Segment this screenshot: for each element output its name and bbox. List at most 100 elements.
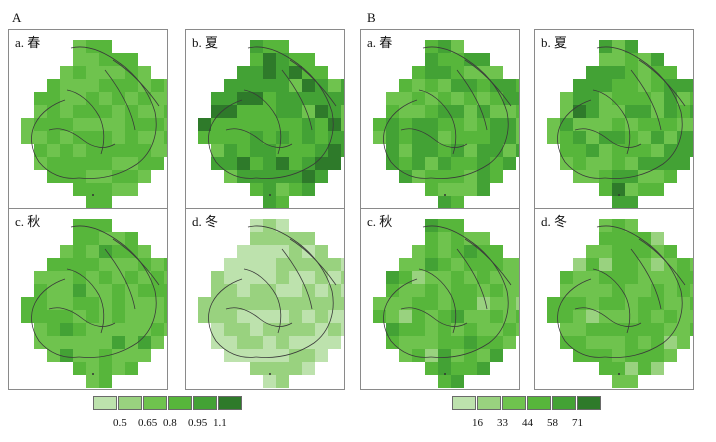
grid-cell: [302, 271, 315, 284]
grid-cell: [573, 79, 586, 92]
grid-cell: [99, 196, 112, 209]
grid-cell: [612, 258, 625, 271]
grid-cell: [651, 79, 664, 92]
grid-cell: [612, 349, 625, 362]
grid-cell: [438, 349, 451, 362]
grid-cell: [399, 92, 412, 105]
boundary-line: [70, 46, 157, 179]
grid-cell: [263, 92, 276, 105]
grid-cell: [477, 271, 490, 284]
grid-cell: [302, 297, 315, 310]
grid-cell: [224, 92, 237, 105]
boundary-line: [243, 268, 282, 334]
grid-cell: [250, 144, 263, 157]
grid-cell: [34, 92, 47, 105]
grid-cell: [86, 271, 99, 284]
grid-cell: [86, 258, 99, 271]
grid-cell: [263, 336, 276, 349]
grid-cell: [438, 92, 451, 105]
grid-cell: [451, 245, 464, 258]
grid-cell: [47, 310, 60, 323]
grid-cell: [547, 131, 560, 144]
grid-cell: [451, 271, 464, 284]
grid-cell: [451, 310, 464, 323]
grid-cell: [289, 183, 302, 196]
grid-cell: [60, 336, 73, 349]
boundary-line: [464, 238, 512, 286]
grid-cell: [86, 170, 99, 183]
grid-cell: [263, 219, 276, 232]
grid-cell: [224, 284, 237, 297]
grid-cell: [138, 284, 151, 297]
grid-cell: [625, 196, 638, 209]
grid-cell: [464, 271, 477, 284]
grid-cell: [677, 258, 690, 271]
grid-cell: [302, 131, 315, 144]
grid-cell: [289, 118, 302, 131]
grid-cell: [438, 170, 451, 183]
grid-cell: [438, 310, 451, 323]
grid-cell: [451, 92, 464, 105]
grid-cell: [289, 170, 302, 183]
grid-cell: [612, 336, 625, 349]
grid-cell: [211, 131, 224, 144]
grid-cell: [112, 131, 125, 144]
grid-cell: [289, 297, 302, 310]
grid-cell: [664, 144, 677, 157]
grid-cell: [211, 271, 224, 284]
grid-cell: [224, 323, 237, 336]
grid-cell: [151, 118, 164, 131]
grid-cell: [73, 297, 86, 310]
grid-cell: [638, 170, 651, 183]
grid-cell: [586, 323, 599, 336]
grid-cell: [86, 336, 99, 349]
grid-cell: [638, 53, 651, 66]
grid-cell: [464, 336, 477, 349]
grid-cell: [34, 297, 47, 310]
grid-cell: [237, 118, 250, 131]
grid-cell: [34, 105, 47, 118]
grid-cell: [373, 118, 386, 131]
grid-cell: [477, 297, 490, 310]
grid-cell: [399, 349, 412, 362]
grid-cell: [99, 232, 112, 245]
grid-cell: [60, 92, 73, 105]
grid-cell: [638, 118, 651, 131]
grid-cell: [651, 310, 664, 323]
grid-cell: [315, 258, 328, 271]
grid-cell: [276, 105, 289, 118]
grid-cell: [263, 310, 276, 323]
grid-cell: [151, 271, 164, 284]
grid-cell: [289, 131, 302, 144]
grid-cell: [664, 157, 677, 170]
map-panel-a-spring: a. 春: [8, 29, 168, 211]
grid-cell: [99, 40, 112, 53]
grid-cell: [599, 92, 612, 105]
grid-cell: [451, 40, 464, 53]
grid-cell: [125, 144, 138, 157]
grid-cell: [438, 336, 451, 349]
grid-cell: [276, 183, 289, 196]
grid-cell: [34, 310, 47, 323]
grid-cell: [276, 66, 289, 79]
grid-cell: [612, 118, 625, 131]
grid-cell: [289, 323, 302, 336]
boundary-line: [66, 268, 105, 334]
grid-cell: [73, 144, 86, 157]
grid-cell: [315, 284, 328, 297]
grid-cell: [586, 170, 599, 183]
grid-cell: [138, 144, 151, 157]
map-raster: [21, 219, 167, 388]
grid-cell: [164, 271, 167, 284]
grid-cell: [477, 92, 490, 105]
grid-cell: [438, 53, 451, 66]
grid-cell: [112, 271, 125, 284]
grid-cell: [99, 131, 112, 144]
grid-cell: [112, 105, 125, 118]
grid-cell: [224, 297, 237, 310]
grid-cell: [47, 336, 60, 349]
grid-cell: [289, 144, 302, 157]
grid-cell: [599, 284, 612, 297]
grid-cell: [125, 131, 138, 144]
grid-cell: [138, 258, 151, 271]
